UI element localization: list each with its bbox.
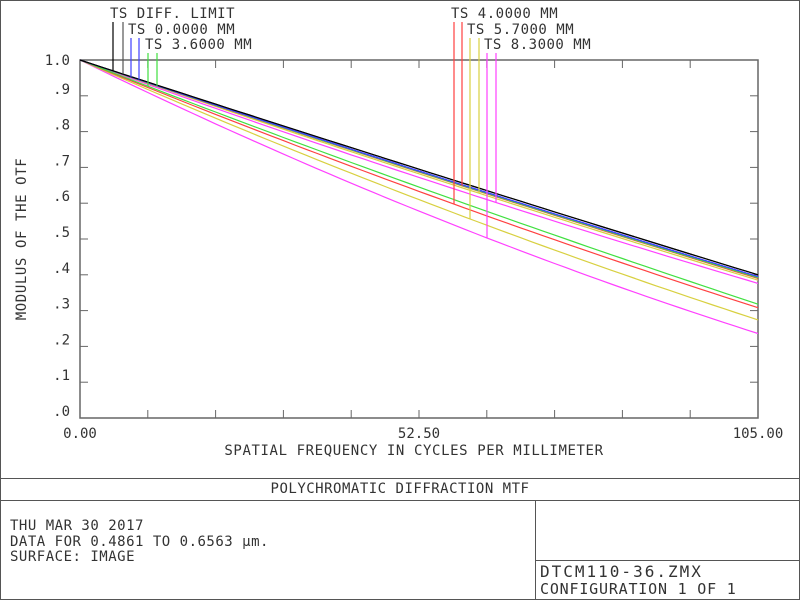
mtf-chart: .0 .1 .2 .3 .4 .5 .6 .7 .8 .9 1.0 0.00 52.50 105.00 T… <box>14 6 784 459</box>
filename-text: DTCM110-36.ZMX <box>540 562 703 581</box>
legend-label: TS 3.6000 MM <box>145 37 252 53</box>
mtf-curve <box>79 59 759 276</box>
y-tick-label: .7 <box>53 153 70 169</box>
x-axis-label: SPATIAL FREQUENCY IN CYCLES PER MILLIMET… <box>224 443 603 459</box>
mtf-curve <box>79 59 759 321</box>
y-tick-label: 1.0 <box>45 53 70 69</box>
y-tick-label: .9 <box>53 82 70 98</box>
legend-label: TS 4.0000 MM <box>451 6 558 22</box>
y-tick-label: .4 <box>53 261 70 277</box>
mtf-curve <box>79 59 759 278</box>
divider <box>535 560 800 561</box>
y-tick-label: .5 <box>53 225 70 241</box>
mtf-curve <box>79 59 759 309</box>
legend-label: TS 0.0000 MM <box>128 22 235 38</box>
y-tick-label: .1 <box>53 368 70 384</box>
x-tick-label: 105.00 <box>733 426 784 442</box>
wavelength-range-text: DATA FOR 0.4861 TO 0.6563 µm. <box>10 534 269 550</box>
date-text: THU MAR 30 2017 <box>10 518 144 534</box>
y-axis-label: MODULUS OF THE OTF <box>14 158 30 321</box>
y-tick-label: .0 <box>53 404 70 420</box>
y-tick-label: .2 <box>53 332 70 348</box>
mtf-curve <box>79 59 759 335</box>
divider <box>535 500 536 600</box>
configuration-text: CONFIGURATION 1 OF 1 <box>540 580 737 598</box>
mtf-curve <box>79 59 759 305</box>
mtf-curve <box>79 59 759 284</box>
mtf-curve <box>79 59 759 281</box>
y-tick-label: .8 <box>53 118 70 134</box>
surface-text: SURFACE: IMAGE <box>10 549 136 565</box>
y-tick-label: .3 <box>53 297 70 313</box>
legend-label: TS DIFF. LIMIT <box>110 6 235 22</box>
plot-area-border <box>79 59 759 419</box>
divider <box>0 478 800 479</box>
chart-title: POLYCHROMATIC DIFFRACTION MTF <box>270 481 530 497</box>
y-tick-label: .6 <box>53 189 70 205</box>
legend-label: TS 8.3000 MM <box>484 37 591 53</box>
x-tick-label: 52.50 <box>398 426 440 442</box>
x-tick-label: 0.00 <box>63 426 97 442</box>
divider <box>0 500 800 501</box>
mtf-curve <box>79 59 759 276</box>
legend-label: TS 5.7000 MM <box>467 22 574 38</box>
